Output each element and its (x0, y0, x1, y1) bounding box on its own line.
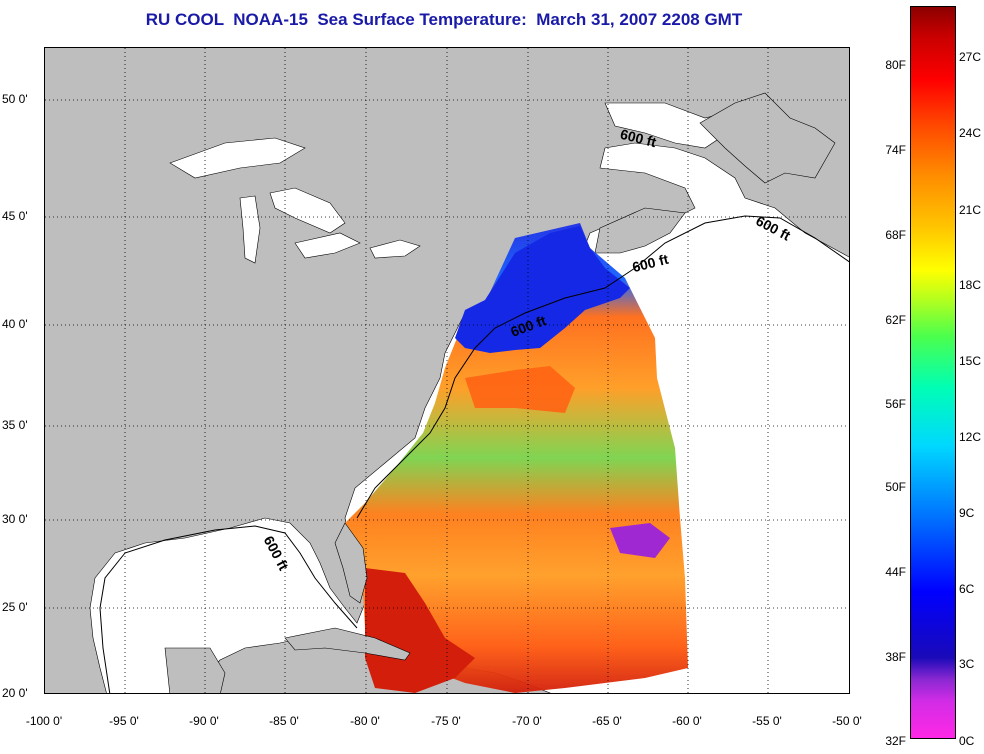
longitude-label: -80 0' (350, 714, 380, 728)
latitude-label: 35 0' (2, 418, 28, 432)
caribbean-warm-water (365, 568, 475, 693)
colorbar-c-label: 18C (959, 278, 982, 292)
colorbar-c-label: 6C (959, 582, 975, 596)
colorbar-f-label: 68F (885, 228, 906, 242)
latitude-label: 40 0' (2, 317, 28, 331)
colorbar-c-label: 21C (959, 203, 982, 217)
sst-map (44, 47, 850, 694)
colorbar-c-label: 12C (959, 430, 982, 444)
gulf-stream (465, 366, 575, 413)
colorbar-f-label: 50F (885, 480, 906, 494)
longitude-label: -50 0' (832, 714, 862, 728)
cold-patch (610, 523, 670, 558)
great-lakes (169, 137, 421, 264)
longitude-label: -95 0' (109, 714, 139, 728)
depth-contour (99, 215, 849, 693)
colorbar-f-label: 56F (885, 397, 906, 411)
colorbar-c-label: 27C (959, 50, 982, 64)
sst-swath (345, 223, 688, 693)
colorbar-c-label: 3C (959, 657, 975, 671)
colorbar-f-label: 62F (885, 313, 906, 327)
colorbar-c-label: 15C (959, 354, 982, 368)
longitude-label: -70 0' (512, 714, 542, 728)
colorbar-f-label: 74F (885, 143, 906, 157)
newfoundland (699, 92, 836, 184)
longitude-label: -75 0' (431, 714, 461, 728)
colorbar-c-label: 0C (959, 734, 975, 748)
yucatan (164, 647, 226, 693)
longitude-label: -55 0' (752, 714, 782, 728)
florida (334, 522, 368, 604)
map-title: RU COOL NOAA-15 Sea Surface Temperature:… (145, 10, 743, 29)
latitude-label: 25 0' (2, 600, 28, 614)
latitude-label: 50 0' (2, 92, 28, 106)
longitude-label: -85 0' (269, 714, 299, 728)
colorbar-f-label: 32F (885, 734, 906, 748)
colorbar-f-label: 80F (885, 58, 906, 72)
longitude-label: -90 0' (189, 714, 219, 728)
cold-shelf-water (455, 226, 630, 353)
latitude-label: 30 0' (2, 512, 28, 526)
colorbar-c-label: 24C (959, 126, 982, 140)
colorbar-c-label: 9C (959, 506, 975, 520)
temperature-colorbar (910, 6, 956, 739)
longitude-label: -65 0' (592, 714, 622, 728)
latitude-label: 45 0' (2, 209, 28, 223)
colorbar-f-label: 38F (885, 650, 906, 664)
longitude-label: -60 0' (672, 714, 702, 728)
colorbar-f-label: 44F (885, 565, 906, 579)
nova-scotia (594, 207, 686, 254)
longitude-label: -100 0' (25, 714, 63, 728)
latitude-label: 20 0' (2, 686, 28, 700)
cuba (284, 627, 411, 661)
map-canvas (45, 48, 849, 693)
